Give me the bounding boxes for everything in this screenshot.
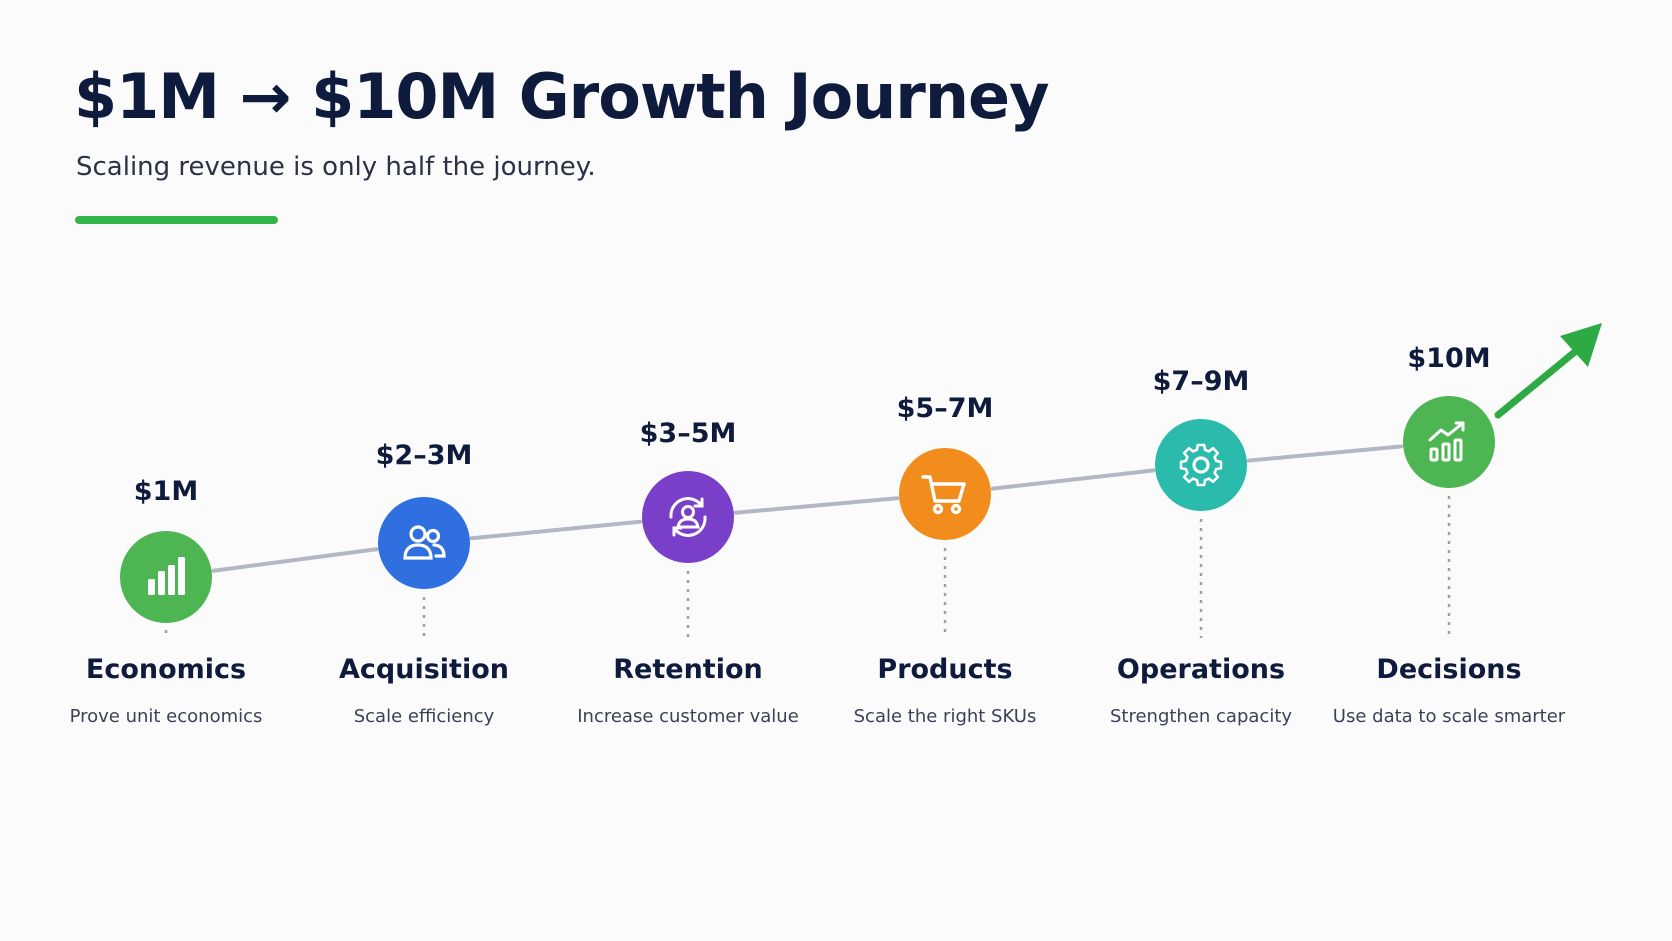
stage-circle (1155, 419, 1247, 511)
stage-circle (378, 497, 470, 589)
stage-description: Scale the right SKUs (853, 706, 1037, 727)
stage-circle (120, 531, 212, 623)
stage-amount: $1M (133, 476, 199, 507)
stage-title: Acquisition (339, 654, 509, 685)
stage-circle (642, 471, 734, 563)
page-subtitle: Scaling revenue is only half the journey… (76, 152, 596, 182)
stage-description: Scale efficiency (353, 706, 495, 727)
stage-circle (1403, 396, 1495, 488)
stage-description: Strengthen capacity (1109, 706, 1293, 727)
connector-line (1246, 444, 1404, 463)
stage-amount: $2–3M (375, 440, 473, 471)
connector-line (733, 496, 900, 515)
stage-title: Retention (613, 654, 763, 685)
stage-amount: $10M (1407, 343, 1491, 374)
growth-chart-icon (1423, 416, 1475, 468)
stage-circle (899, 448, 991, 540)
bar-chart-icon (140, 551, 192, 603)
stage-title: Products (877, 654, 1013, 685)
page-title: $1M → $10M Growth Journey (74, 60, 1049, 133)
stage-amount: $3–5M (639, 418, 737, 449)
stage-description: Prove unit economics (69, 706, 263, 727)
growth-arrow-icon (1494, 323, 1602, 419)
stage-amount: $5–7M (896, 393, 994, 424)
stage-description: Increase customer value (577, 706, 799, 727)
connector-line (990, 468, 1156, 491)
stage-description: Use data to scale smarter (1332, 706, 1566, 727)
stage-title: Economics (85, 654, 247, 685)
stage-title: Operations (1116, 654, 1286, 685)
stage-amount: $7–9M (1152, 366, 1250, 397)
cart-icon (919, 468, 971, 520)
stage-title: Decisions (1376, 654, 1522, 685)
connector-line (211, 547, 379, 573)
user-cycle-icon (662, 491, 714, 543)
gear-icon (1175, 439, 1227, 491)
title-accent-bar (75, 216, 278, 224)
connector-line (469, 519, 643, 541)
users-icon (398, 517, 450, 569)
